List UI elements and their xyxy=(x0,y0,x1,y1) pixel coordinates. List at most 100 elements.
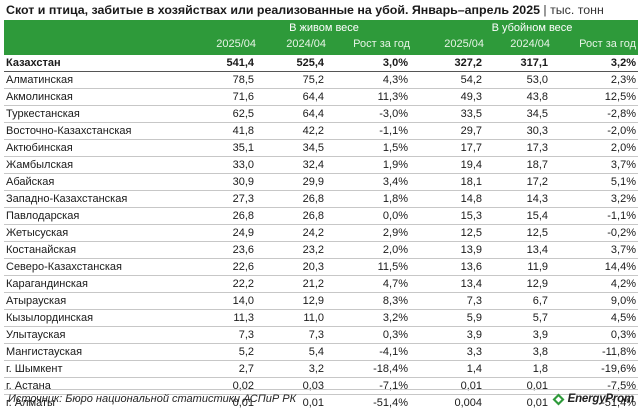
value-cell: 1,9% xyxy=(326,156,410,174)
value-cell: 7,3 xyxy=(190,326,256,344)
source-note: Источник: Бюро национальной статистики А… xyxy=(8,393,297,405)
value-cell: 8,3% xyxy=(326,292,410,310)
table-row-total: Казахстан 541,4 525,4 3,0% 327,2 317,1 3,2% xyxy=(4,55,638,72)
table-row: г. Шымкент 2,7 3,2 -18,4% 1,4 1,8 -19,6% xyxy=(4,360,638,378)
value-cell: -0,2% xyxy=(550,224,638,242)
value-cell: 9,0% xyxy=(550,292,638,310)
region-name-cell: Акмолинская xyxy=(4,88,190,106)
table-row: г. Астана 0,02 0,03 -7,1% 0,01 0,01 -7,5% xyxy=(4,377,638,395)
value-cell: 11,9 xyxy=(484,258,550,276)
table-row: Костанайская 23,6 23,2 2,0% 13,9 13,4 3,7% xyxy=(4,241,638,259)
value-cell: 0,02 xyxy=(190,377,256,395)
value-cell: 27,3 xyxy=(190,190,256,208)
table-row: Жамбылская 33,0 32,4 1,9% 19,4 18,7 3,7% xyxy=(4,156,638,174)
value-cell: 3,9 xyxy=(484,326,550,344)
value-cell: 62,5 xyxy=(190,105,256,123)
value-cell: 0,01 xyxy=(410,377,484,395)
value-cell: 0,01 xyxy=(484,377,550,395)
value-cell: 0,01 xyxy=(256,394,326,411)
value-cell: 26,8 xyxy=(256,207,326,225)
value-cell: 24,2 xyxy=(256,224,326,242)
value-cell: 2,0% xyxy=(550,139,638,157)
value-cell: 22,2 xyxy=(190,275,256,293)
value-cell: 327,2 xyxy=(410,55,484,72)
region-name-cell: г. Алматы xyxy=(4,394,190,411)
value-cell: 0,01 xyxy=(190,394,256,411)
table-row: Актюбинская 35,1 34,5 1,5% 17,7 17,3 2,0% xyxy=(4,139,638,157)
col-header-live-growth: Рост за год xyxy=(353,38,410,50)
value-cell: 42,2 xyxy=(256,122,326,140)
value-cell: 1,8% xyxy=(326,190,410,208)
value-cell: 0,03 xyxy=(256,377,326,395)
value-cell: 14,3 xyxy=(484,190,550,208)
region-name-cell: Актюбинская xyxy=(4,139,190,157)
value-cell: 21,2 xyxy=(256,275,326,293)
table-header-band xyxy=(4,20,638,55)
region-name-cell: Восточно-Казахстанская xyxy=(4,122,190,140)
table-row: Жетысуская 24,9 24,2 2,9% 12,5 12,5 -0,2% xyxy=(4,224,638,242)
value-cell: 23,2 xyxy=(256,241,326,259)
table-body: Казахстан 541,4 525,4 3,0% 327,2 317,1 3,2% Алм… xyxy=(4,55,638,411)
value-cell: 17,7 xyxy=(410,139,484,157)
value-cell: 64,4 xyxy=(256,105,326,123)
value-cell: 3,2% xyxy=(550,55,638,72)
table-row: Павлодарская 26,8 26,8 0,0% 15,3 15,4 -1,1% xyxy=(4,207,638,225)
table-row: Акмолинская 71,6 64,4 11,3% 49,3 43,8 12,5% xyxy=(4,88,638,106)
value-cell: 17,2 xyxy=(484,173,550,191)
footer-divider xyxy=(4,389,638,390)
value-cell: 525,4 xyxy=(256,55,326,72)
value-cell: 15,4 xyxy=(484,207,550,225)
value-cell: 14,0 xyxy=(190,292,256,310)
value-cell: 26,8 xyxy=(190,207,256,225)
table-title: Скот и птица, забитые в хозяйствах или р… xyxy=(6,3,604,19)
table-row: Восточно-Казахстанская 41,8 42,2 -1,1% 29,7 3… xyxy=(4,122,638,140)
table-row: Атырауская 14,0 12,9 8,3% 7,3 6,7 9,0% xyxy=(4,292,638,310)
value-cell: -2,8% xyxy=(550,105,638,123)
value-cell: 1,5% xyxy=(326,139,410,157)
value-cell: 0,3% xyxy=(326,326,410,344)
table-row: Северо-Казахстанская 22,6 20,3 11,5% 13,6 11,… xyxy=(4,258,638,276)
value-cell: 3,2% xyxy=(550,190,638,208)
value-cell: 0,004 xyxy=(410,394,484,411)
value-cell: 3,7% xyxy=(550,241,638,259)
value-cell: 2,3% xyxy=(550,71,638,89)
value-cell: 3,4% xyxy=(326,173,410,191)
region-name-cell: Жетысуская xyxy=(4,224,190,242)
value-cell: 14,4% xyxy=(550,258,638,276)
value-cell: 4,3% xyxy=(326,71,410,89)
value-cell: 0,3% xyxy=(550,326,638,344)
value-cell: 33,5 xyxy=(410,105,484,123)
region-name-cell: Западно-Казахстанская xyxy=(4,190,190,208)
value-cell: 5,9 xyxy=(410,309,484,327)
value-cell: 3,2 xyxy=(256,360,326,378)
value-cell: 29,7 xyxy=(410,122,484,140)
value-cell: 7,3 xyxy=(410,292,484,310)
value-cell: 3,8 xyxy=(484,343,550,361)
value-cell: 14,8 xyxy=(410,190,484,208)
table-row: Мангистауская 5,2 5,4 -4,1% 3,3 3,8 -11,8% xyxy=(4,343,638,361)
value-cell: 13,4 xyxy=(410,275,484,293)
value-cell: -2,0% xyxy=(550,122,638,140)
value-cell: 5,1% xyxy=(550,173,638,191)
value-cell: 12,5 xyxy=(410,224,484,242)
value-cell: 4,2% xyxy=(550,275,638,293)
value-cell: -11,8% xyxy=(550,343,638,361)
value-cell: 54,2 xyxy=(410,71,484,89)
region-name-cell: Карагандинская xyxy=(4,275,190,293)
value-cell: 541,4 xyxy=(190,55,256,72)
value-cell: 3,9 xyxy=(410,326,484,344)
value-cell: 19,4 xyxy=(410,156,484,174)
title-text: Скот и птица, забитые в хозяйствах или р… xyxy=(6,3,540,17)
region-name-cell: Атырауская xyxy=(4,292,190,310)
value-cell: 0,0% xyxy=(326,207,410,225)
value-cell: 5,7 xyxy=(484,309,550,327)
value-cell: 78,5 xyxy=(190,71,256,89)
region-name-cell: Туркестанская xyxy=(4,105,190,123)
title-unit: | тыс. тонн xyxy=(539,3,604,17)
value-cell: 20,3 xyxy=(256,258,326,276)
value-cell: 26,8 xyxy=(256,190,326,208)
value-cell: 23,6 xyxy=(190,241,256,259)
value-cell: 13,4 xyxy=(484,241,550,259)
value-cell: 75,2 xyxy=(256,71,326,89)
value-cell: 4,7% xyxy=(326,275,410,293)
